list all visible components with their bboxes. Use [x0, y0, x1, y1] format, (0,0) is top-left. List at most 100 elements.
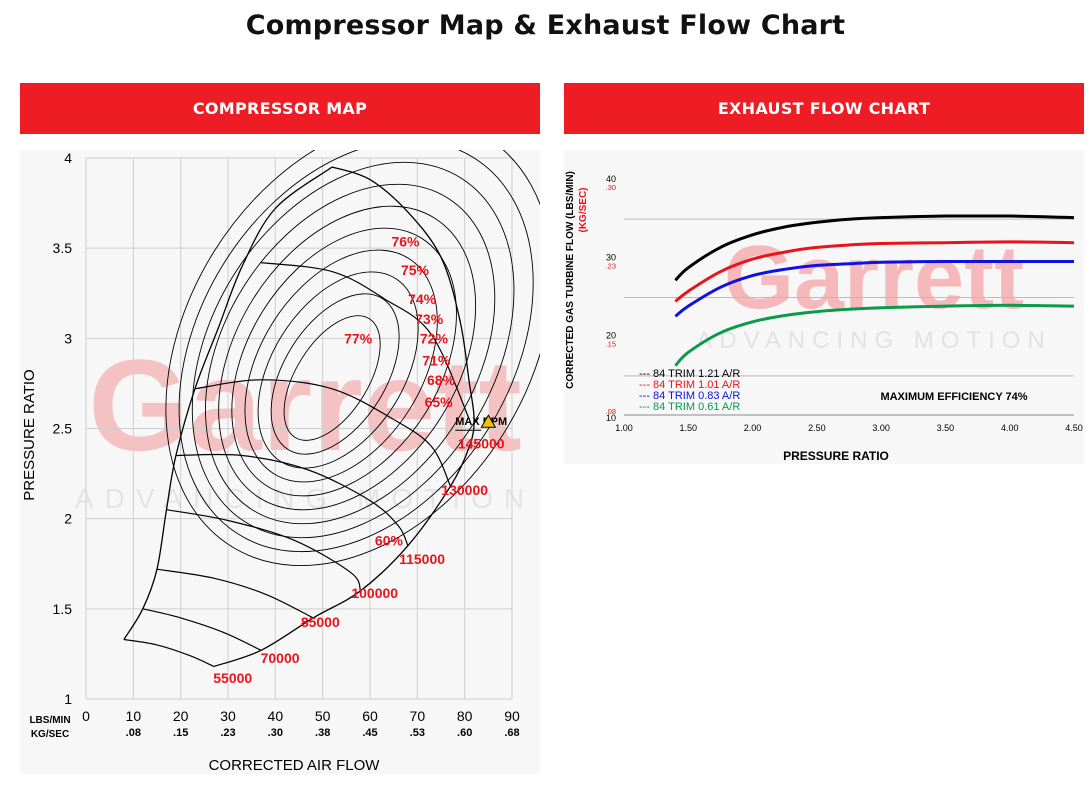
speed-label: 145000 — [458, 435, 505, 451]
compressor-map-header: COMPRESSOR MAP — [20, 83, 540, 134]
efficiency-label: 72% — [420, 331, 449, 347]
efficiency-island — [283, 315, 381, 441]
x-tick-label: 60 — [362, 708, 378, 724]
surge-line — [123, 166, 333, 640]
x-tick-label-secondary: .38 — [315, 727, 330, 739]
x-tick-label: 2.00 — [744, 423, 762, 433]
y-tick-label: 10 — [606, 413, 616, 423]
efficiency-label: 76% — [391, 233, 420, 249]
x-tick-label: 3.50 — [937, 423, 955, 433]
efficiency-island — [165, 150, 540, 567]
y-axis-title: CORRECTED GAS TURBINE FLOW (LBS/MIN) — [565, 171, 576, 389]
efficiency-island — [257, 271, 419, 469]
x-tick-label: 90 — [504, 708, 520, 724]
page-title: Compressor Map & Exhaust Flow Chart — [245, 10, 846, 41]
efficiency-island — [244, 249, 438, 483]
legend-entry: --- 84 TRIM 1.21 A/R — [639, 368, 740, 380]
legend-entry: --- 84 TRIM 0.61 A/R — [639, 401, 740, 413]
y-tick-label: 40 — [606, 174, 616, 184]
x-tick-label-secondary: .45 — [362, 727, 377, 739]
speed-line-145000 — [261, 262, 470, 420]
speed-label: 85000 — [301, 614, 340, 630]
x-tick-label: 50 — [315, 708, 331, 724]
x-tick-label: 3.00 — [872, 423, 890, 433]
speed-line-130000 — [194, 379, 452, 487]
series-line-2 — [674, 240, 1075, 303]
y-tick-label: 30 — [606, 252, 616, 262]
speed-label: 100000 — [351, 585, 398, 601]
x-tick-label: 10 — [126, 708, 142, 724]
watermark-tagline: ADVANCING MOTION — [696, 327, 1052, 354]
efficiency-label: 65% — [425, 394, 454, 410]
y-tick-label-secondary: .15 — [606, 340, 616, 349]
max-efficiency-annotation: MAXIMUM EFFICIENCY 74% — [880, 391, 1027, 403]
x-units-label: LBS/MIN — [29, 715, 70, 726]
efficiency-island — [191, 161, 515, 539]
y-tick-label-secondary: .30 — [606, 183, 616, 192]
x-tick-label-secondary: .60 — [457, 727, 472, 739]
series-line-3 — [674, 259, 1074, 318]
efficiency-label: 60% — [375, 533, 404, 549]
x-tick-label-secondary: .30 — [268, 727, 283, 739]
y-tick-label: 2 — [64, 511, 72, 527]
x-tick-label-secondary: .15 — [173, 727, 188, 739]
y-tick-label: 20 — [606, 331, 616, 341]
y-tick-label: 3.5 — [53, 240, 73, 256]
x-tick-label-secondary: .68 — [504, 727, 519, 739]
y-axis-title: PRESSURE RATIO — [21, 369, 38, 500]
x-tick-label: 1.00 — [615, 423, 633, 433]
y-tick-label: 1 — [64, 691, 72, 707]
efficiency-island — [218, 205, 477, 511]
legend-entry: --- 84 TRIM 0.83 A/R — [639, 390, 740, 402]
series-line-4 — [674, 303, 1075, 367]
speed-label: 55000 — [213, 670, 252, 686]
x-tick-label: 2.50 — [808, 423, 826, 433]
x-tick-label: 4.50 — [1065, 423, 1083, 433]
speed-label: 130000 — [441, 482, 488, 498]
efficiency-island — [231, 227, 457, 497]
efficiency-island — [270, 293, 400, 455]
y-tick-label: 4 — [64, 150, 72, 166]
x-axis-title: CORRECTED AIR FLOW — [209, 757, 381, 774]
efficiency-label: 75% — [401, 262, 430, 278]
choke-line — [213, 166, 475, 668]
x-tick-label: 80 — [457, 708, 473, 724]
efficiency-label: 71% — [422, 352, 451, 368]
x-tick-label: 20 — [173, 708, 189, 724]
x-tick-label: 4.00 — [1001, 423, 1019, 433]
y-axis-title-secondary: (KG/SEC) — [578, 188, 589, 233]
legend-entry: --- 84 TRIM 1.01 A/R — [639, 379, 740, 391]
max-rpm-label: MAX RPM — [455, 416, 507, 428]
x-tick-label-secondary: .53 — [410, 727, 425, 739]
x-tick-label: 40 — [268, 708, 284, 724]
speed-line-70000 — [142, 608, 262, 651]
speed-label: 70000 — [261, 650, 300, 666]
x-axis-title: PRESSURE RATIO — [783, 449, 889, 463]
efficiency-label: 74% — [408, 291, 437, 307]
x-tick-label-secondary: .08 — [126, 727, 141, 739]
efficiency-island — [178, 150, 534, 553]
x-tick-label: 70 — [410, 708, 426, 724]
x-tick-label-secondary: .23 — [220, 727, 235, 739]
x-tick-label: 1.50 — [680, 423, 698, 433]
efficiency-label: 77% — [344, 331, 373, 347]
speed-label: 115000 — [399, 551, 445, 567]
efficiency-label: 73% — [415, 311, 444, 327]
x-units-label: KG/SEC — [31, 729, 69, 740]
series-line-1 — [674, 214, 1075, 282]
speed-line-100000 — [166, 509, 362, 592]
y-tick-label: 2.5 — [53, 421, 73, 437]
x-tick-label: 0 — [82, 708, 90, 724]
speed-line-85000 — [156, 568, 314, 619]
watermark-logo-text: Garrett — [88, 332, 521, 478]
y-tick-label-secondary: .23 — [606, 261, 616, 270]
speed-line-55000 — [123, 638, 215, 668]
y-tick-label-secondary: .08 — [606, 407, 616, 416]
exhaust-flow-header: EXHAUST FLOW CHART — [564, 83, 1084, 134]
y-tick-label: 1.5 — [53, 601, 73, 617]
efficiency-label: 68% — [427, 372, 456, 388]
speed-line-115000 — [175, 453, 409, 546]
y-tick-label: 3 — [64, 330, 72, 346]
